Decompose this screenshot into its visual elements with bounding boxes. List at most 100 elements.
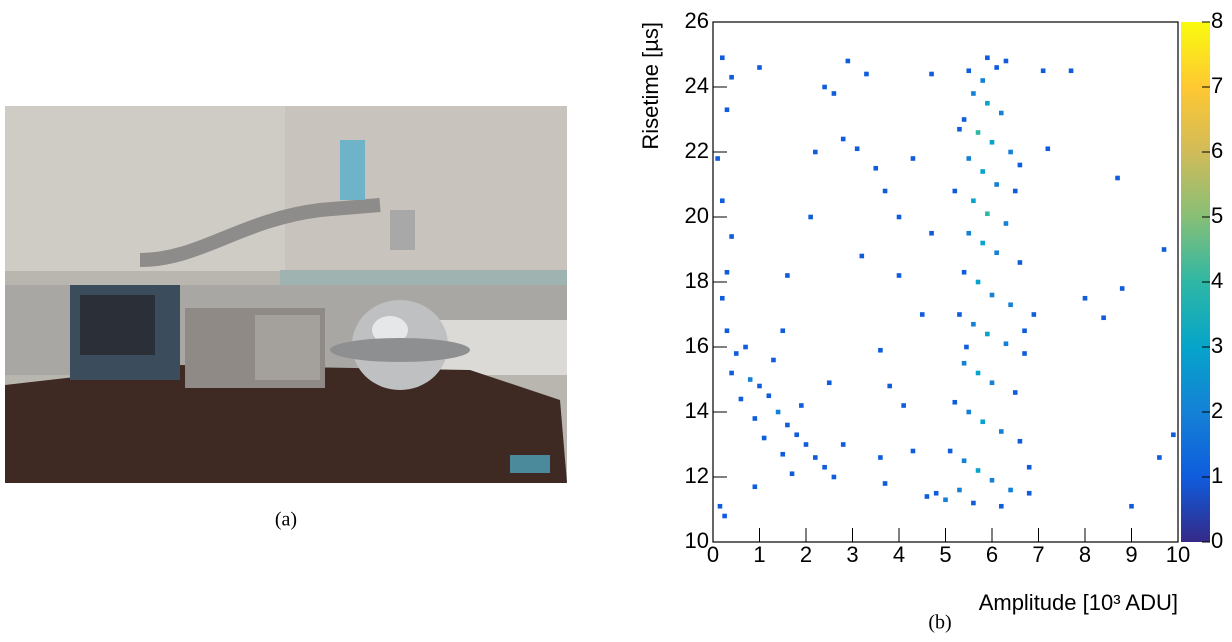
heatmap-cell (1003, 58, 1009, 64)
caption: (a) (275, 509, 297, 531)
heatmap-cell (864, 71, 869, 77)
heatmap-cell (878, 455, 883, 460)
heatmap-cell (952, 188, 958, 194)
heatmap-cell (994, 182, 999, 187)
heatmap-cell (724, 107, 730, 113)
heatmap-cell (717, 503, 723, 509)
heatmap-cell (1022, 351, 1027, 356)
photo (5, 106, 567, 483)
heatmap-cell (1026, 464, 1032, 470)
y-tick-label: 18 (685, 268, 709, 293)
heatmap-cell (966, 68, 972, 74)
heatmap-cell (952, 399, 958, 405)
heatmap-cell (975, 370, 981, 376)
z-tick-label: 3 (1211, 333, 1223, 358)
heatmap-cell (840, 442, 846, 447)
heatmap-cell (1017, 438, 1023, 444)
heatmap-cell (961, 269, 967, 275)
heatmap-cell (722, 513, 727, 519)
heatmap-cell (1101, 315, 1106, 321)
x-tick-label: 2 (800, 542, 812, 567)
caption: (b) (928, 612, 951, 634)
heatmap-cell (1082, 295, 1088, 301)
x-tick-label: 5 (939, 542, 951, 567)
heatmap-cell (826, 380, 832, 386)
heatmap-cell (738, 396, 744, 402)
heatmap-cell (882, 481, 888, 486)
heatmap-cell (1008, 149, 1013, 155)
heatmap-cell (771, 357, 776, 363)
heatmap-cell (733, 351, 739, 356)
heatmap-cell (971, 500, 976, 506)
heatmap-cell (859, 253, 865, 259)
heatmap-cell (985, 100, 990, 106)
x-tick-label: 3 (846, 542, 858, 567)
y-tick-label: 24 (685, 73, 709, 98)
heatmap-cell (999, 503, 1004, 509)
heatmap-cell (966, 409, 972, 415)
heatmap-cell (989, 139, 995, 145)
heatmap-cell (975, 468, 981, 473)
z-tick-label: 5 (1211, 203, 1223, 228)
y-tick-label: 14 (685, 398, 709, 423)
heatmap-cell (1026, 490, 1032, 496)
heatmap-cell (975, 130, 981, 135)
heatmap-cell (1003, 341, 1009, 347)
heatmap-cell (785, 273, 790, 278)
y-tick-label: 20 (685, 203, 709, 228)
y-tick-label: 10 (685, 528, 709, 553)
plot-frame (712, 21, 1179, 543)
heatmap-cell (985, 55, 990, 61)
heatmap-cell (1119, 286, 1125, 291)
heatmap-cell (799, 403, 804, 408)
heatmap-cell (961, 360, 967, 366)
heatmap-cell (766, 393, 772, 399)
heatmap-cell (752, 484, 758, 490)
heatmap-cell (896, 273, 902, 278)
heatmap-cell (896, 214, 902, 220)
heatmap-cell (957, 126, 962, 132)
heatmap-cell (780, 328, 786, 334)
heatmap-cell (761, 435, 767, 441)
z-tick-label: 1 (1211, 463, 1223, 488)
heatmap-cell (813, 455, 818, 460)
heatmap-cell (980, 169, 985, 174)
heatmap-cell (1008, 487, 1013, 493)
heatmap-cell (1022, 328, 1027, 334)
heatmap-cell (724, 269, 730, 275)
heatmap-cell (989, 292, 995, 298)
z-tick-label: 2 (1211, 398, 1223, 423)
heatmap-cell (961, 117, 967, 122)
heatmap-cell (1003, 221, 1009, 226)
heatmap-cell (789, 471, 795, 477)
x-tick-label: 9 (1125, 542, 1137, 567)
heatmap-cell (845, 58, 851, 64)
x-tick-label: 0 (707, 542, 719, 567)
heatmap-cell (985, 211, 990, 217)
heatmap-cell (919, 312, 925, 317)
x-tick-label: 10 (1166, 542, 1190, 567)
heatmap-cell (980, 419, 985, 425)
heatmap-cell (1157, 455, 1162, 460)
heatmap-cell (780, 451, 786, 457)
y-tick-label: 12 (685, 463, 709, 488)
heatmap-cell (966, 230, 972, 236)
heatmap-cell (971, 91, 976, 96)
heatmap-cell (999, 429, 1004, 434)
heatmap-cell (971, 321, 976, 327)
heatmap-cell (887, 383, 892, 389)
heatmap-cell (715, 156, 720, 161)
heatmap-cell (752, 416, 758, 421)
heatmap-cell (929, 71, 934, 77)
heatmap-cell (910, 156, 916, 161)
z-tick-label: 0 (1211, 528, 1223, 553)
heatmap-cell (961, 458, 967, 464)
heatmap-cell (1129, 503, 1134, 509)
heatmap-cell (729, 74, 734, 80)
heatmap-cell (831, 474, 837, 480)
heatmap-cell (985, 331, 990, 337)
heatmap-cell (1161, 247, 1167, 252)
x-tick-label: 1 (753, 542, 765, 567)
